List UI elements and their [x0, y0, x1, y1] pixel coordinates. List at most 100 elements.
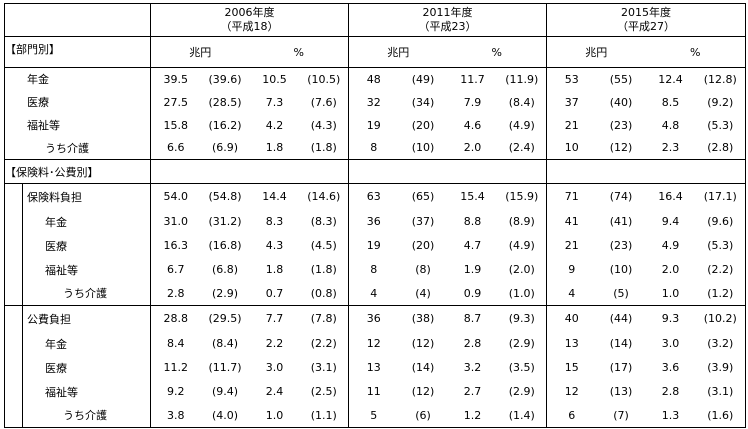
unit-header: 兆円 — [150, 36, 250, 68]
cell: 4.3 — [265, 239, 284, 252]
cell: (3.2) — [707, 337, 734, 350]
cell: (39.6) — [208, 72, 242, 86]
cell: (8) — [415, 263, 431, 276]
cell: 2.0 — [661, 263, 680, 276]
cell: 2.3 — [645, 136, 696, 160]
row-label: 福祉等 — [22, 379, 151, 404]
cell: 1.0 — [249, 403, 300, 428]
cell: (5) — [596, 281, 646, 306]
cell: 9.4 — [661, 215, 680, 228]
cell: (10) — [398, 136, 448, 160]
cell: 10 — [546, 136, 597, 160]
cell: 3.6 — [661, 361, 680, 374]
row-label: 公費負担 — [22, 305, 151, 332]
cell: (23) — [609, 239, 633, 252]
cell: (1.4) — [497, 403, 547, 428]
cell: 53 — [546, 67, 597, 91]
cell: (3.1) — [310, 361, 337, 374]
header-row: 2006年度 （平成18） 2011年度 （平成23） 2015年度 （平成27） — [4, 3, 746, 37]
cell: 8.3 — [265, 215, 284, 228]
cell: (11.7) — [208, 361, 242, 374]
cell: (4.3) — [310, 118, 337, 132]
cell: (9.4) — [211, 385, 239, 398]
cell: (20) — [411, 118, 435, 132]
cell: (12) — [411, 385, 435, 398]
data-row: 福祉等 15.8 (16.2) 4.2 (4.3) 19 (20) 4.6 (4.9) 21 (23… — [4, 113, 746, 137]
cell: 40 — [546, 305, 597, 332]
row-label: うち介護 — [22, 403, 151, 428]
row-label: 年金 — [22, 331, 151, 356]
cell: (4.5) — [310, 239, 337, 252]
cell: 15.4 — [460, 190, 485, 204]
cell: 31.0 — [150, 209, 201, 234]
data-row: 福祉等 6.7 (6.8) 1.8 (1.8) 8 (8) 1.9 (2.0) 9 (10) 2.0 (… — [5, 257, 746, 282]
empty-cell — [150, 159, 349, 184]
cell: (65) — [411, 190, 435, 204]
year-label: 2011年度 — [422, 6, 473, 19]
cell: (37) — [411, 215, 435, 228]
cell: (8.9) — [508, 215, 535, 228]
year-header: 2015年度 （平成27） — [546, 3, 746, 37]
cell: 1.0 — [645, 281, 696, 306]
era-label: （平成23） — [418, 20, 477, 33]
row-label: うち介護 — [4, 136, 151, 160]
cell: 7.7 — [265, 312, 284, 326]
cell: (2.5) — [310, 385, 337, 398]
cell: 12.4 — [658, 72, 683, 86]
cell: 8.8 — [463, 215, 482, 228]
cell: 3.0 — [265, 361, 284, 374]
cell: (13) — [609, 385, 633, 398]
cell: 4.8 — [661, 118, 680, 132]
row-label: 保険料負担 — [22, 183, 151, 210]
cell: 21 — [546, 113, 597, 137]
cell: (55) — [609, 72, 633, 86]
cell: 8.4 — [150, 331, 201, 356]
cell: 3.0 — [661, 337, 680, 350]
cell: (12.8) — [703, 72, 737, 86]
cell: (1.8) — [310, 263, 337, 276]
cell: 9.3 — [661, 312, 680, 326]
cell: 39.5 — [150, 67, 201, 91]
cell: (1.6) — [695, 403, 746, 428]
cell: 54.0 — [150, 183, 201, 210]
cell: (12) — [596, 136, 646, 160]
data-row: うち介護 3.8 (4.0) 1.0 (1.1) 5 (6) 1.2 (1.4) 6 (7) 1.3(… — [5, 403, 746, 428]
cell: (41) — [609, 215, 633, 228]
cell: 2.7 — [463, 385, 482, 398]
cell: (14.6) — [307, 190, 341, 204]
cell: 19 — [348, 113, 399, 137]
data-row: 年金 39.5 (39.6) 10.5 (10.5) 48 (49) 11.7 (11.9) 53… — [4, 67, 746, 91]
cell: (74) — [609, 190, 633, 204]
cell: (54.8) — [208, 190, 242, 204]
cell: 1.2 — [447, 403, 498, 428]
cell: (1.2) — [695, 281, 746, 306]
cell: (9.6) — [707, 215, 734, 228]
cell: 1.8 — [249, 136, 300, 160]
cell: 11.7 — [460, 72, 485, 86]
cell: 37 — [546, 90, 597, 114]
cell: 8 — [348, 136, 399, 160]
section-row: 【部門別】 兆円% 兆円% 兆円% — [4, 36, 746, 68]
cell: 6.7 — [150, 257, 201, 282]
section-label: 【部門別】 — [4, 36, 151, 68]
cell: (10.5) — [307, 72, 341, 86]
data-row: 保険料負担 54.0 (54.8) 14.4 (14.6) 63 (65) 15.4 (15.9… — [4, 183, 746, 306]
cell: 16.4 — [658, 190, 683, 204]
row-label: 医療 — [4, 90, 151, 114]
cell: (49) — [411, 72, 435, 86]
cell: (16.8) — [208, 239, 242, 252]
data-row: 年金 8.4 (8.4) 2.2 (2.2) 12 (12) 2.8 (2.9) 13 (14) 3.… — [5, 331, 746, 356]
cell: (3.9) — [707, 361, 734, 374]
cell: 4.6 — [463, 118, 482, 132]
cell: 6 — [546, 403, 597, 428]
cell: 19 — [348, 233, 399, 258]
cell: 3.2 — [463, 361, 482, 374]
unit-header: % — [645, 36, 746, 68]
cell: 21 — [546, 233, 597, 258]
data-row: 公費負担 28.8 (29.5) 7.7 (7.8) 36 (38) 8.7 (9.3) 40 (4… — [4, 305, 746, 428]
group-bracket — [4, 305, 23, 428]
cell: (14) — [609, 337, 633, 350]
section-row: 【保険料･公費別】 — [4, 159, 746, 184]
cell: 41 — [546, 209, 597, 234]
